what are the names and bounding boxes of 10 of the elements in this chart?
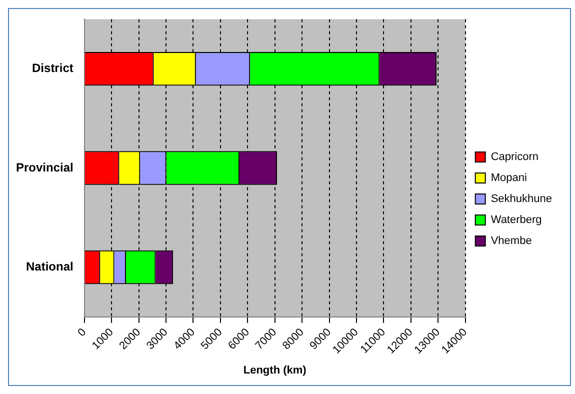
legend-label: Mopani (490, 172, 527, 184)
legend-label: Sekhukhune (490, 193, 552, 206)
y-tick-label: Provincial (16, 160, 74, 174)
legend-label: Waterberg (490, 214, 542, 226)
y-tick-label: National (26, 260, 74, 274)
x-axis-title: Length (km) (243, 364, 307, 376)
legend-label: Capricorn (490, 151, 539, 164)
y-tick-label: District (32, 61, 74, 76)
x-tick-label: 0 (76, 326, 89, 340)
legend-label: Vhembe (490, 235, 532, 248)
